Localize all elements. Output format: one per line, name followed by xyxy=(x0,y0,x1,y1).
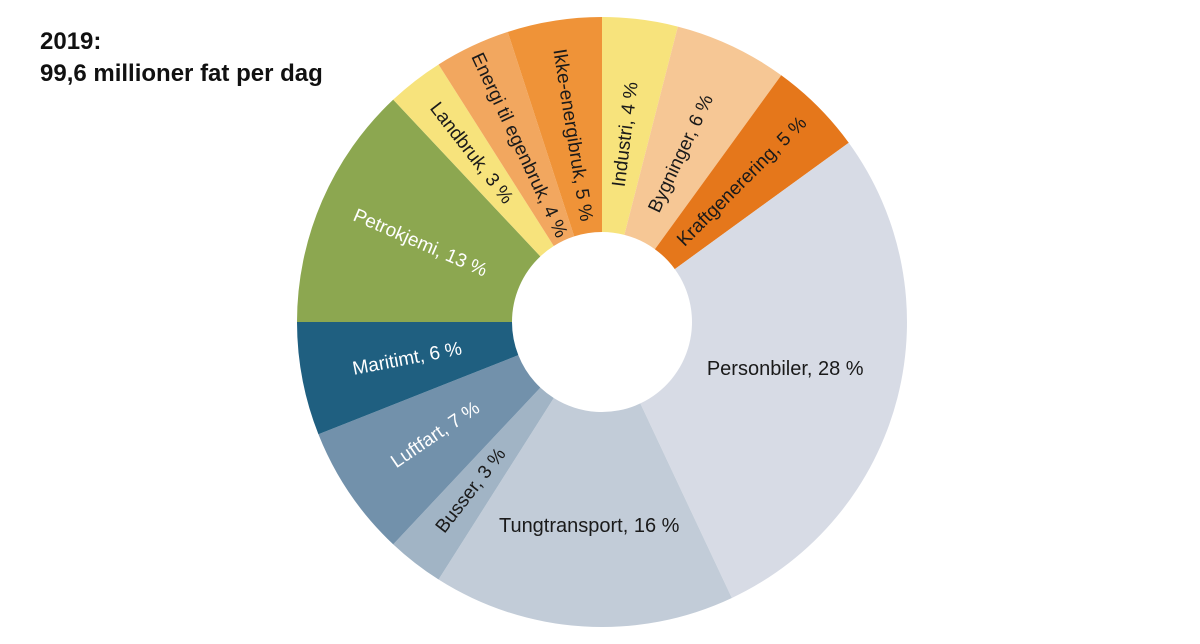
pie-label-tungtransport: Tungtransport, 16 % xyxy=(499,515,680,537)
donut-slices xyxy=(297,17,907,627)
pie-slice-petrokjemi xyxy=(297,99,541,322)
pie-slice-busser xyxy=(393,387,554,580)
pie-slice-energi-til-egenbruk xyxy=(438,31,575,247)
pie-slice-ikke-energibruk xyxy=(507,17,602,237)
chart-title-line1: 2019: xyxy=(40,28,102,55)
pie-label-personbiler: Personbiler, 28 % xyxy=(707,358,864,380)
chart-title-line2: 99,6 millioner fat per dag xyxy=(40,60,323,88)
pie-slice-landbruk xyxy=(393,64,554,257)
pie-slice-personbiler xyxy=(640,142,907,598)
pie-slice-industri xyxy=(602,17,678,235)
pie-slice-maritimt xyxy=(297,322,519,435)
pie-slice-tungtransport xyxy=(438,397,732,627)
chart-title: 2019: 99,6 millioner fat per dag xyxy=(40,26,323,91)
pie-slice-kraftgenerering xyxy=(654,75,849,270)
pie-slice-luftfart xyxy=(318,355,541,545)
pie-slice-bygninger xyxy=(624,26,782,250)
